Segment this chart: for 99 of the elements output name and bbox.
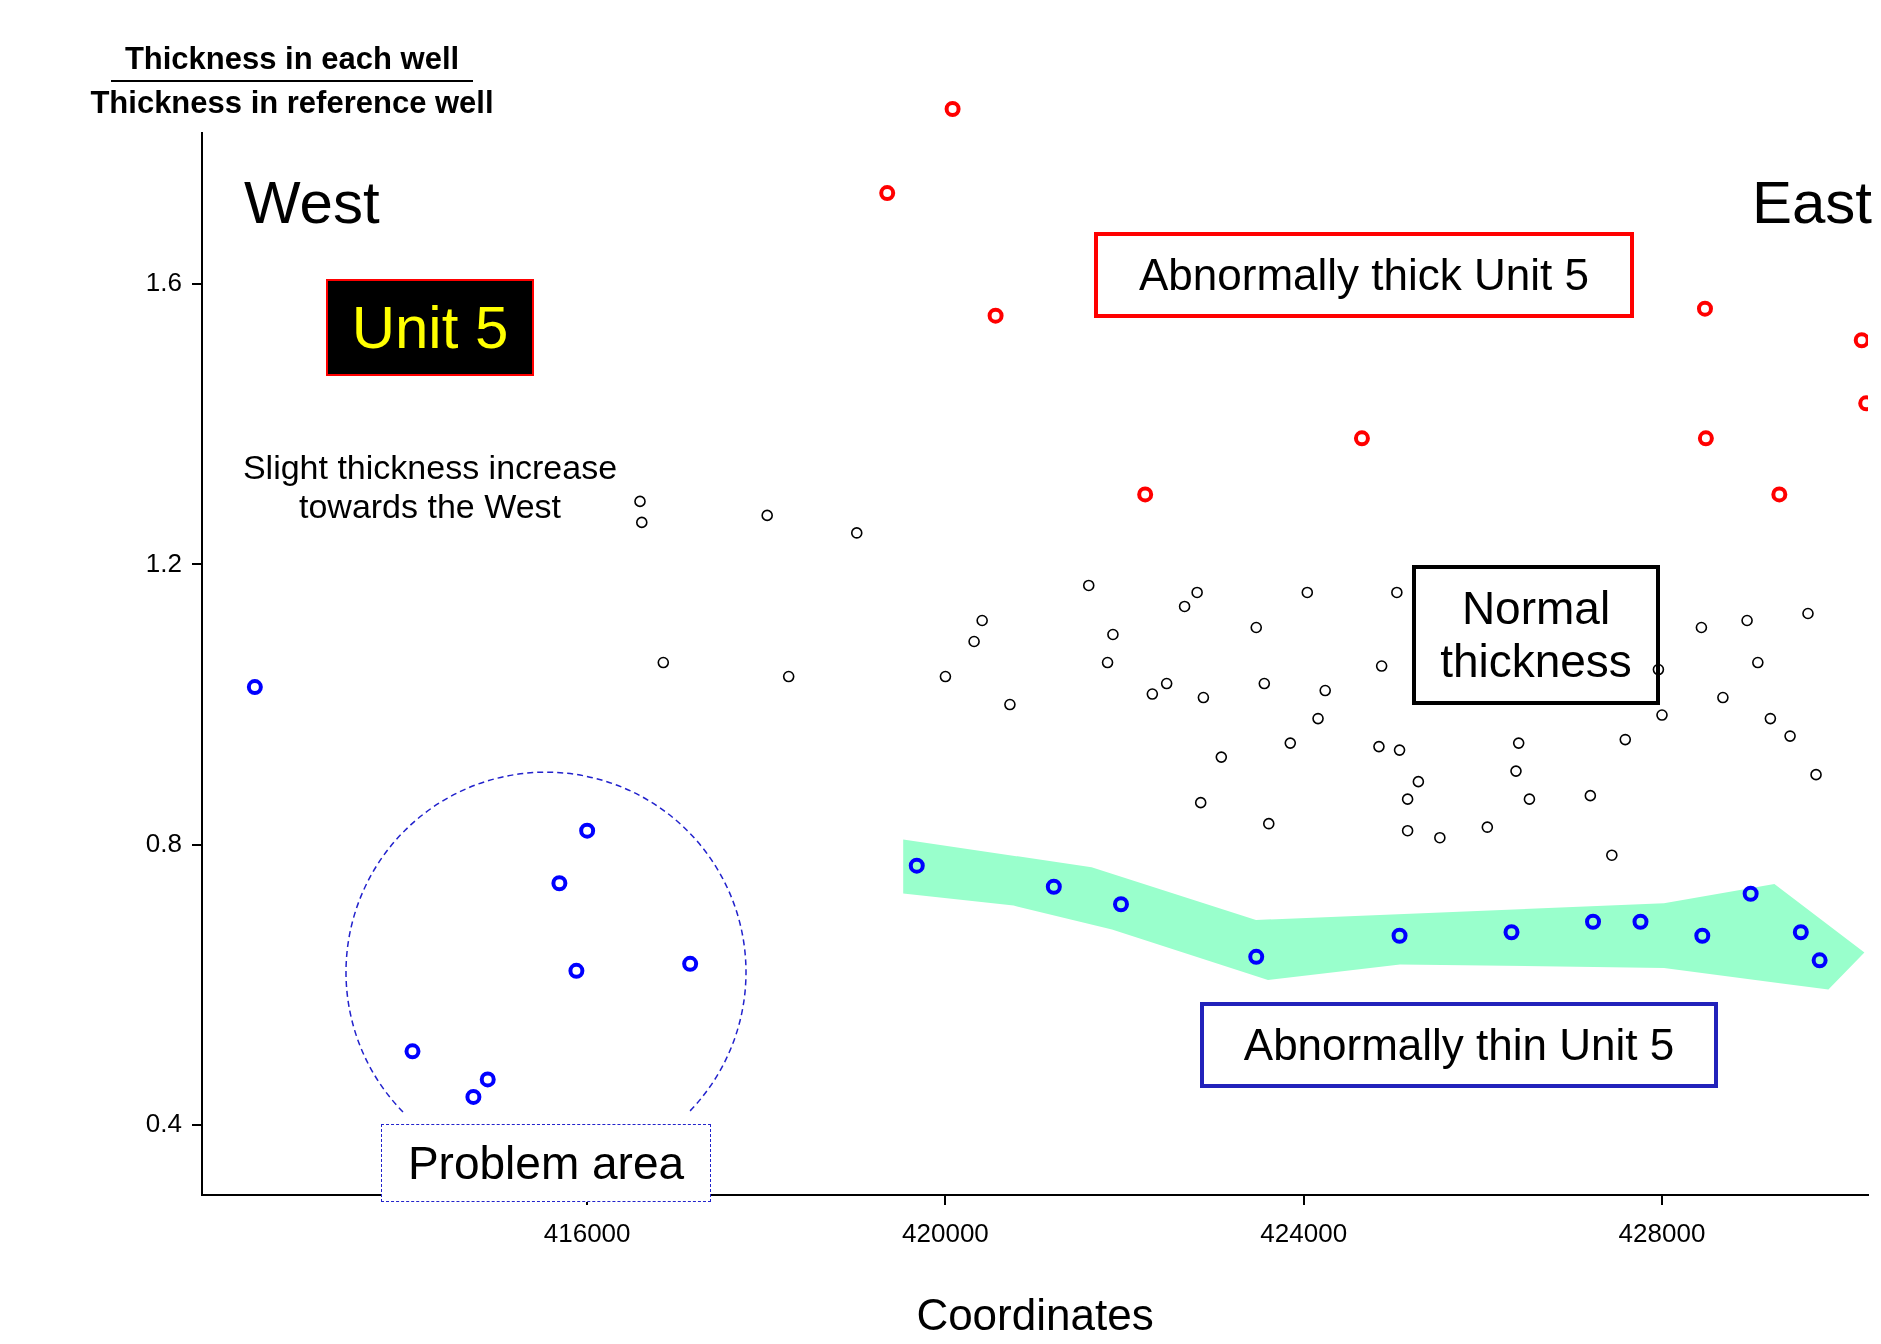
point — [1401, 793, 1414, 805]
point — [404, 1043, 421, 1060]
x-tick-label: 420000 — [902, 1217, 989, 1248]
point — [1412, 775, 1425, 788]
x-tick-label: 416000 — [543, 1217, 631, 1248]
point — [682, 955, 699, 972]
point — [1312, 712, 1324, 725]
point — [987, 307, 1004, 324]
point — [1606, 849, 1618, 861]
annotation: Abnormally thin Unit 5 — [1200, 1002, 1718, 1088]
y-tick-label: 1.6 — [145, 267, 182, 298]
annotation: Abnormally thick Unit 5 — [1094, 232, 1634, 318]
y-axis-title: Thickness in each well Thickness in reference well — [89, 40, 495, 122]
point — [782, 670, 795, 683]
point — [1810, 768, 1822, 781]
point — [1112, 896, 1129, 913]
point — [850, 527, 863, 539]
point — [1784, 730, 1796, 742]
point — [1101, 656, 1114, 669]
point — [1194, 796, 1207, 809]
point — [1301, 586, 1314, 599]
point — [551, 875, 568, 892]
point — [465, 1088, 482, 1105]
point — [1353, 430, 1370, 447]
point — [1004, 698, 1016, 711]
point — [1434, 831, 1446, 844]
point — [1197, 691, 1210, 704]
point — [1284, 737, 1297, 749]
point — [1107, 628, 1119, 641]
annotation: Problem area — [381, 1124, 711, 1202]
point — [1250, 621, 1263, 634]
point — [568, 962, 585, 979]
y-tick-label: 0.8 — [145, 827, 182, 858]
point — [1632, 913, 1649, 930]
point — [1811, 952, 1828, 969]
point — [908, 857, 925, 874]
point — [1853, 332, 1868, 349]
point — [1695, 621, 1708, 634]
point — [1510, 765, 1522, 777]
point — [1082, 579, 1095, 592]
point — [1656, 709, 1668, 721]
point — [579, 822, 596, 839]
point — [939, 670, 952, 683]
annotation: Unit 5 — [326, 279, 534, 376]
point — [1160, 677, 1173, 690]
point — [634, 495, 646, 508]
point — [761, 509, 773, 522]
point — [944, 101, 961, 118]
y-tick-label: 1.2 — [145, 547, 182, 578]
point — [1792, 924, 1809, 941]
annotation: East — [1751, 168, 1872, 237]
x-tick-label: 428000 — [1618, 1217, 1706, 1248]
point — [1146, 688, 1159, 700]
point — [1764, 712, 1777, 725]
point — [1697, 430, 1714, 447]
point — [1191, 586, 1203, 599]
annotation: Slight thickness increase towards the West — [241, 448, 619, 527]
x-tick-label: 424000 — [1260, 1217, 1348, 1248]
point — [1401, 824, 1414, 837]
point — [1523, 793, 1536, 805]
point — [1393, 744, 1406, 756]
point — [1248, 948, 1265, 965]
point — [1373, 740, 1385, 753]
point — [1585, 913, 1602, 930]
point — [1752, 656, 1764, 669]
point — [1137, 486, 1154, 503]
point — [1258, 677, 1271, 690]
y-tick-label: 0.4 — [145, 1108, 182, 1139]
point — [1215, 751, 1228, 763]
annotation: West — [244, 168, 380, 237]
point — [968, 635, 980, 648]
x-axis-title: Coordinates — [916, 1289, 1154, 1339]
point — [1178, 600, 1191, 613]
point — [1503, 924, 1520, 941]
point — [1696, 300, 1713, 317]
point — [1652, 663, 1665, 676]
point — [1717, 691, 1729, 704]
point — [246, 679, 263, 696]
point — [1319, 684, 1332, 697]
point — [1375, 660, 1388, 672]
point — [1742, 885, 1759, 902]
point — [1262, 817, 1275, 830]
point — [1512, 737, 1525, 749]
point — [1619, 733, 1632, 746]
point — [1584, 789, 1597, 802]
point — [657, 656, 670, 669]
point — [879, 185, 896, 202]
point — [1741, 614, 1753, 627]
point — [1771, 486, 1788, 503]
point — [1391, 586, 1403, 599]
point — [635, 516, 648, 529]
point — [1802, 607, 1814, 620]
point — [479, 1071, 496, 1088]
annotation: Normal thickness — [1412, 565, 1660, 705]
point — [1045, 878, 1062, 895]
point — [1481, 821, 1494, 833]
point — [976, 614, 988, 627]
point — [1694, 927, 1711, 944]
point — [1391, 927, 1408, 944]
